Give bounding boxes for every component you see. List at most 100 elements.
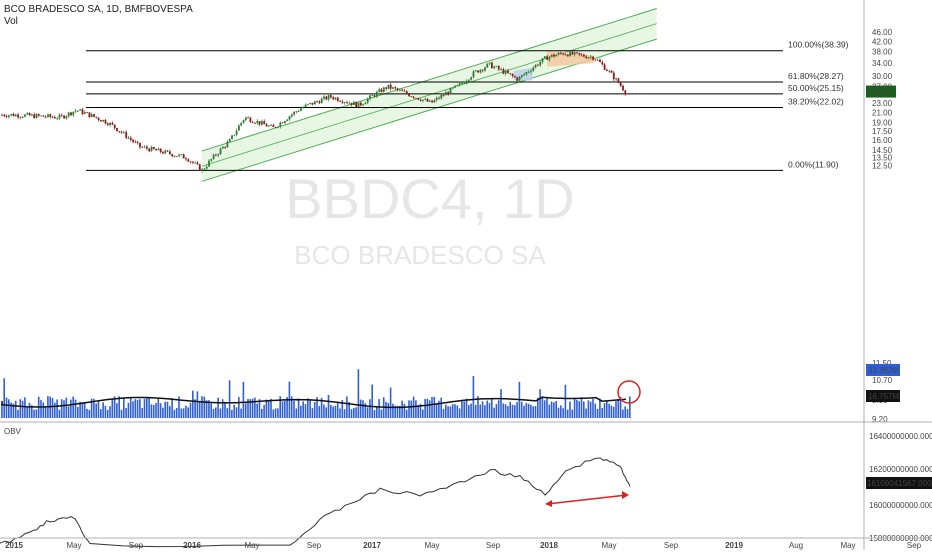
volume-bar[interactable] — [369, 399, 371, 418]
volume-bar[interactable] — [79, 401, 81, 418]
candle-body[interactable] — [369, 95, 371, 99]
candle-body[interactable] — [127, 137, 130, 139]
candle-body[interactable] — [424, 98, 427, 100]
candle-body[interactable] — [244, 117, 247, 121]
candle-body[interactable] — [495, 66, 498, 67]
candle-body[interactable] — [343, 102, 346, 104]
candle-body[interactable] — [472, 71, 475, 78]
candle-body[interactable] — [210, 159, 213, 161]
candle-body[interactable] — [461, 83, 463, 84]
volume-bar[interactable] — [532, 406, 534, 418]
volume-bar[interactable] — [169, 406, 171, 418]
candle-body[interactable] — [468, 79, 470, 81]
candle-body[interactable] — [146, 146, 148, 149]
volume-bar[interactable] — [578, 401, 580, 418]
candle-body[interactable] — [173, 155, 176, 157]
candle-body[interactable] — [150, 146, 153, 152]
volume-bar[interactable] — [557, 407, 560, 418]
volume-bar[interactable] — [208, 400, 210, 418]
volume-bar[interactable] — [290, 396, 293, 418]
candle-body[interactable] — [433, 100, 436, 103]
candle-body[interactable] — [180, 154, 183, 156]
volume-bar[interactable] — [251, 398, 254, 418]
candle-body[interactable] — [286, 119, 289, 122]
candle-body[interactable] — [17, 114, 19, 118]
candle-body[interactable] — [486, 63, 489, 68]
candle-body[interactable] — [272, 124, 275, 128]
volume-bar[interactable] — [155, 402, 157, 418]
candle-body[interactable] — [371, 95, 374, 97]
candle-body[interactable] — [307, 103, 309, 105]
volume-bar[interactable] — [233, 404, 235, 418]
volume-bar[interactable] — [451, 404, 454, 418]
candle-body[interactable] — [63, 115, 65, 119]
volume-bar[interactable] — [212, 408, 215, 418]
volume-bar[interactable] — [385, 401, 387, 418]
volume-bar[interactable] — [313, 401, 316, 418]
candle-body[interactable] — [323, 96, 325, 99]
candle-body[interactable] — [189, 161, 192, 163]
candle-body[interactable] — [511, 73, 514, 77]
volume-bar[interactable] — [566, 409, 569, 418]
volume-bar[interactable] — [63, 400, 65, 418]
volume-bar[interactable] — [21, 400, 24, 418]
candle-body[interactable] — [534, 64, 537, 68]
candle-body[interactable] — [612, 72, 615, 80]
volume-ma-line[interactable] — [1, 396, 627, 409]
volume-bar[interactable] — [576, 399, 578, 418]
volume-bar[interactable] — [332, 406, 334, 418]
volume-bar[interactable] — [500, 389, 502, 418]
volume-bar[interactable] — [26, 406, 28, 418]
candle-body[interactable] — [449, 87, 452, 94]
volume-bar[interactable] — [86, 408, 88, 418]
volume-bar[interactable] — [539, 389, 541, 418]
volume-bar[interactable] — [530, 404, 532, 418]
volume-bar[interactable] — [132, 401, 134, 418]
candle-body[interactable] — [81, 109, 84, 114]
candle-body[interactable] — [231, 135, 233, 140]
volume-bar[interactable] — [14, 400, 17, 418]
candle-body[interactable] — [109, 122, 111, 126]
volume-bar[interactable] — [408, 400, 410, 418]
candle-body[interactable] — [279, 122, 282, 127]
volume-bar[interactable] — [189, 402, 192, 418]
volume-bar[interactable] — [474, 404, 477, 418]
candle-body[interactable] — [543, 56, 546, 59]
candle-body[interactable] — [366, 98, 369, 103]
volume-bar[interactable] — [198, 400, 201, 418]
candle-body[interactable] — [125, 132, 128, 138]
volume-bar[interactable] — [606, 401, 608, 418]
volume-bar[interactable] — [376, 407, 378, 418]
candle-body[interactable] — [83, 112, 86, 114]
candle-body[interactable] — [95, 116, 98, 118]
volume-bar[interactable] — [240, 408, 242, 418]
volume-bar[interactable] — [17, 409, 19, 418]
volume-bar[interactable] — [224, 403, 226, 418]
volume-bar[interactable] — [297, 398, 300, 418]
volume-bar[interactable] — [481, 401, 484, 418]
candle-body[interactable] — [270, 124, 272, 126]
candle-body[interactable] — [520, 75, 523, 78]
volume-bar[interactable] — [116, 403, 118, 418]
candle-body[interactable] — [224, 146, 226, 148]
volume-bar[interactable] — [127, 402, 130, 418]
candle-body[interactable] — [385, 87, 387, 89]
candle-body[interactable] — [162, 152, 164, 154]
volume-bar[interactable] — [254, 397, 256, 418]
volume-bar[interactable] — [461, 400, 463, 418]
candle-body[interactable] — [155, 149, 157, 151]
time-axis[interactable]: 2015 May Sep 2016 May Sep 2017 May Sep 2018 May Sep… — [5, 541, 922, 550]
volume-bar[interactable] — [392, 403, 394, 418]
volume-bar[interactable] — [215, 407, 217, 418]
volume-bar[interactable] — [343, 409, 346, 418]
candle-body[interactable] — [67, 112, 70, 117]
volume-bar[interactable] — [449, 406, 452, 418]
volume-bar[interactable] — [553, 402, 555, 418]
volume-bar[interactable] — [495, 404, 498, 418]
candle-body[interactable] — [477, 70, 479, 73]
candle-body[interactable] — [123, 132, 125, 133]
candle-body[interactable] — [546, 56, 548, 60]
volume-bar[interactable] — [164, 401, 166, 418]
volume-bar[interactable] — [244, 403, 247, 418]
volume-bar[interactable] — [219, 408, 222, 418]
